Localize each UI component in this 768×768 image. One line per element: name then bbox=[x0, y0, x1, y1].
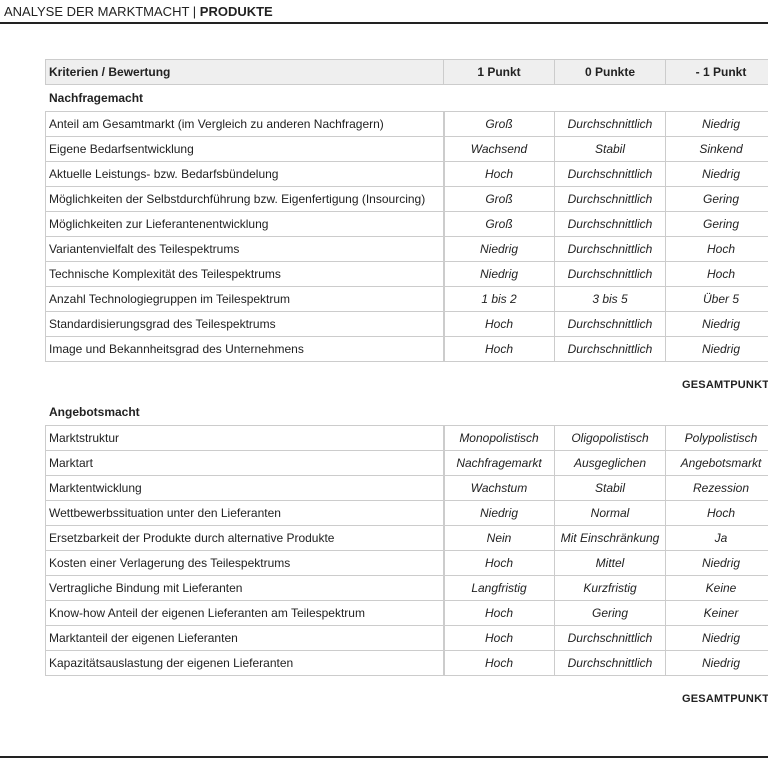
rating-cell: Groß bbox=[443, 186, 555, 212]
rating-cell: Normal bbox=[554, 500, 666, 526]
column-header: 1 Punkt bbox=[443, 59, 555, 85]
rating-cell: Hoch bbox=[665, 261, 768, 287]
criterion-cell: Image und Bekannheitsgrad des Unternehme… bbox=[45, 336, 445, 362]
rating-cell: Gering bbox=[665, 211, 768, 237]
rating-cell: Hoch bbox=[443, 550, 555, 576]
criterion-cell: Know-how Anteil der eigenen Lieferanten … bbox=[45, 600, 445, 626]
rating-cell: Niedrig bbox=[665, 311, 768, 337]
rating-cell: Niedrig bbox=[443, 261, 555, 287]
criterion-cell: Möglichkeiten der Selbstdurchführung bzw… bbox=[45, 186, 445, 212]
rating-cell: Durchschnittlich bbox=[554, 186, 666, 212]
rating-cell: Durchschnittlich bbox=[554, 236, 666, 262]
rating-cell: Monopolistisch bbox=[443, 425, 555, 451]
footer-rule bbox=[0, 756, 768, 758]
criterion-cell: Kosten einer Verlagerung des Teilespektr… bbox=[45, 550, 445, 576]
rating-cell: Keine bbox=[665, 575, 768, 601]
rating-cell: Langfristig bbox=[443, 575, 555, 601]
page-header: ANALYSE DER MARKTMACHT | PRODUKTE bbox=[4, 4, 273, 19]
total-label: GESAMTPUNKTE bbox=[682, 379, 768, 391]
total-label: GESAMTPUNKTE bbox=[682, 693, 768, 705]
rating-cell: Sinkend bbox=[665, 136, 768, 162]
criterion-cell: Möglichkeiten zur Lieferantenentwicklung bbox=[45, 211, 445, 237]
header-title: ANALYSE DER MARKTMACHT | bbox=[4, 4, 197, 19]
criterion-cell: Variantenvielfalt des Teilespektrums bbox=[45, 236, 445, 262]
criterion-cell: Anteil am Gesamtmarkt (im Vergleich zu a… bbox=[45, 111, 445, 137]
rating-cell: Durchschnittlich bbox=[554, 625, 666, 651]
criterion-cell: Wettbewerbssituation unter den Lieferant… bbox=[45, 500, 445, 526]
rating-cell: Durchschnittlich bbox=[554, 211, 666, 237]
criterion-cell: Marktanteil der eigenen Lieferanten bbox=[45, 625, 445, 651]
rating-cell: Niedrig bbox=[665, 336, 768, 362]
rating-cell: Stabil bbox=[554, 475, 666, 501]
rating-cell: Durchschnittlich bbox=[554, 111, 666, 137]
rating-cell: Wachsend bbox=[443, 136, 555, 162]
rating-cell: Groß bbox=[443, 211, 555, 237]
rating-cell: Niedrig bbox=[443, 500, 555, 526]
rating-cell: Hoch bbox=[665, 236, 768, 262]
rating-cell: Mittel bbox=[554, 550, 666, 576]
rating-cell: Niedrig bbox=[443, 236, 555, 262]
rating-cell: Polypolistisch bbox=[665, 425, 768, 451]
rating-cell: Durchschnittlich bbox=[554, 311, 666, 337]
rating-cell: Groß bbox=[443, 111, 555, 137]
criterion-cell: Aktuelle Leistungs- bzw. Bedarfsbündelun… bbox=[45, 161, 445, 187]
header-rule bbox=[0, 22, 768, 24]
rating-cell: Durchschnittlich bbox=[554, 336, 666, 362]
rating-cell: Wachstum bbox=[443, 475, 555, 501]
rating-cell: Hoch bbox=[443, 336, 555, 362]
rating-cell: Niedrig bbox=[665, 111, 768, 137]
criterion-cell: Anzahl Technologiegruppen im Teilespektr… bbox=[45, 286, 445, 312]
rating-cell: Hoch bbox=[443, 311, 555, 337]
criterion-cell: Standardisierungsgrad des Teilespektrums bbox=[45, 311, 445, 337]
rating-cell: Hoch bbox=[665, 500, 768, 526]
rating-cell: Niedrig bbox=[665, 625, 768, 651]
column-header: 0 Punkte bbox=[554, 59, 666, 85]
rating-cell: Durchschnittlich bbox=[554, 161, 666, 187]
criterion-cell: Marktentwicklung bbox=[45, 475, 445, 501]
rating-cell: Nein bbox=[443, 525, 555, 551]
rating-cell: Durchschnittlich bbox=[554, 261, 666, 287]
criterion-cell: Technische Komplexität des Teilespektrum… bbox=[45, 261, 445, 287]
criterion-cell: Marktstruktur bbox=[45, 425, 445, 451]
criterion-cell: Vertragliche Bindung mit Lieferanten bbox=[45, 575, 445, 601]
section-title: Angebotsmacht bbox=[49, 405, 140, 419]
rating-cell: Angebotsmarkt bbox=[665, 450, 768, 476]
criterion-cell: Kapazitätsauslastung der eigenen Liefera… bbox=[45, 650, 445, 676]
rating-cell: Niedrig bbox=[665, 650, 768, 676]
section-title: Nachfragemacht bbox=[49, 91, 144, 105]
rating-cell: Stabil bbox=[554, 136, 666, 162]
rating-cell: Hoch bbox=[443, 161, 555, 187]
rating-cell: Gering bbox=[554, 600, 666, 626]
rating-cell: Rezession bbox=[665, 475, 768, 501]
criterion-cell: Marktart bbox=[45, 450, 445, 476]
rating-cell: Durchschnittlich bbox=[554, 650, 666, 676]
rating-cell: Hoch bbox=[443, 650, 555, 676]
rating-cell: Nachfragemarkt bbox=[443, 450, 555, 476]
rating-cell: Gering bbox=[665, 186, 768, 212]
column-header: - 1 Punkt bbox=[665, 59, 768, 85]
column-header: Kriterien / Bewertung bbox=[45, 59, 445, 85]
rating-cell: Mit Einschränkung bbox=[554, 525, 666, 551]
rating-cell: Niedrig bbox=[665, 161, 768, 187]
rating-cell: Keiner bbox=[665, 600, 768, 626]
rating-cell: Über 5 bbox=[665, 286, 768, 312]
rating-cell: Ausgeglichen bbox=[554, 450, 666, 476]
rating-cell: 1 bis 2 bbox=[443, 286, 555, 312]
criterion-cell: Ersetzbarkeit der Produkte durch alterna… bbox=[45, 525, 445, 551]
rating-cell: Kurzfristig bbox=[554, 575, 666, 601]
rating-cell: 3 bis 5 bbox=[554, 286, 666, 312]
rating-cell: Oligopolistisch bbox=[554, 425, 666, 451]
rating-cell: Hoch bbox=[443, 625, 555, 651]
rating-cell: Niedrig bbox=[665, 550, 768, 576]
header-title-bold: PRODUKTE bbox=[199, 4, 273, 19]
rating-cell: Hoch bbox=[443, 600, 555, 626]
rating-cell: Ja bbox=[665, 525, 768, 551]
criterion-cell: Eigene Bedarfsentwicklung bbox=[45, 136, 445, 162]
